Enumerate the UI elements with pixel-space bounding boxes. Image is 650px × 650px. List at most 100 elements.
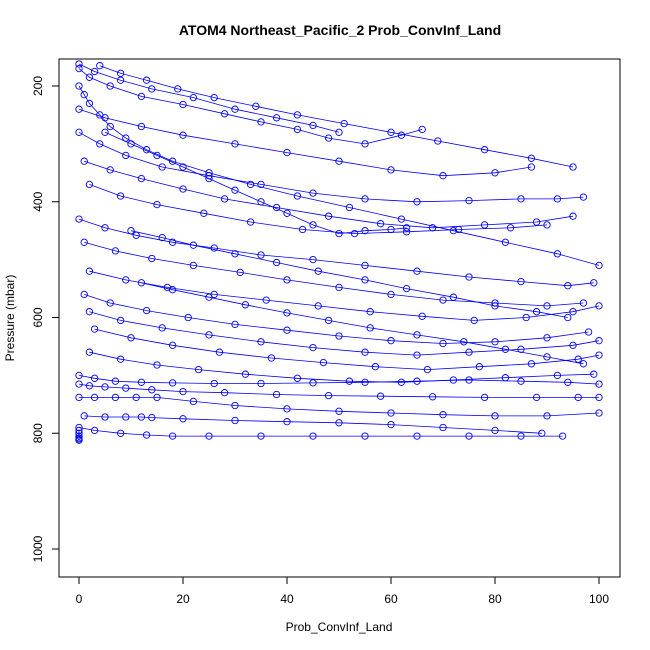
data-point <box>361 276 369 284</box>
data-point <box>189 93 198 102</box>
data-point <box>75 436 83 444</box>
data-point <box>179 163 187 171</box>
series-line <box>104 131 407 235</box>
data-point <box>564 378 572 386</box>
data-point <box>449 227 458 235</box>
series-19 <box>75 426 83 444</box>
data-point <box>335 407 343 415</box>
series-line <box>141 282 584 365</box>
data-point <box>283 418 291 426</box>
data-point <box>174 85 182 93</box>
data-point <box>387 290 395 299</box>
series-9 <box>85 267 603 325</box>
data-point <box>148 85 156 93</box>
series-line <box>78 427 563 437</box>
data-point <box>517 195 525 203</box>
series-line <box>78 63 340 133</box>
series-17 <box>80 412 546 437</box>
data-point <box>465 432 473 440</box>
data-point <box>543 353 551 361</box>
data-point <box>111 393 120 402</box>
data-point <box>434 137 442 145</box>
data-point <box>189 261 198 270</box>
data-point <box>309 343 317 352</box>
data-point <box>569 212 577 220</box>
data-point <box>371 363 380 371</box>
data-point <box>142 431 151 439</box>
data-point <box>413 377 421 385</box>
data-point <box>491 338 499 346</box>
data-point <box>309 121 317 130</box>
data-point <box>158 324 166 332</box>
data-point <box>413 432 421 440</box>
data-point <box>361 348 369 356</box>
data-point <box>75 380 83 388</box>
data-point <box>418 125 426 134</box>
data-point <box>402 284 411 293</box>
data-point <box>127 227 135 235</box>
data-point <box>569 308 577 316</box>
data-point <box>345 203 354 212</box>
data-point <box>257 338 265 346</box>
data-point <box>85 99 94 108</box>
data-point <box>200 209 208 217</box>
data-point <box>335 332 343 340</box>
series-16 <box>75 393 603 420</box>
data-point <box>335 283 343 292</box>
series-line <box>84 241 584 307</box>
x-tick-label: 60 <box>384 592 398 606</box>
data-point <box>116 69 125 77</box>
data-point <box>205 331 213 339</box>
data-point <box>80 238 88 246</box>
data-point <box>205 169 213 177</box>
data-point <box>85 382 94 390</box>
data-point <box>80 91 88 99</box>
data-point <box>116 76 125 84</box>
series-line <box>89 351 594 383</box>
data-point <box>246 180 255 189</box>
data-point <box>283 209 291 217</box>
series-15 <box>75 380 603 402</box>
data-point <box>85 348 94 356</box>
data-point <box>106 82 114 90</box>
data-point <box>272 114 281 122</box>
data-point <box>205 293 213 301</box>
data-point <box>402 228 411 236</box>
series-23 <box>137 279 588 368</box>
data-point <box>116 192 125 200</box>
data-point <box>324 134 333 142</box>
data-point <box>366 308 374 316</box>
series-24 <box>96 62 577 171</box>
data-point <box>340 119 348 128</box>
data-point <box>158 233 166 242</box>
data-point <box>579 299 588 307</box>
data-point <box>194 365 203 374</box>
data-point <box>111 377 120 385</box>
series-line <box>78 108 532 177</box>
y-tick-label: 200 <box>31 76 45 96</box>
data-point <box>387 337 395 345</box>
data-point <box>532 308 541 316</box>
data-point <box>418 312 426 320</box>
data-point <box>90 426 99 435</box>
chart-title: ATOM4 Northeast_Pacific_2 Prob_ConvInf_L… <box>179 22 501 38</box>
data-point <box>298 225 307 234</box>
data-point <box>267 354 276 362</box>
data-point <box>413 198 421 206</box>
data-point <box>148 254 156 263</box>
data-point <box>293 125 302 134</box>
data-point <box>439 339 447 348</box>
data-point <box>350 229 359 238</box>
data-point <box>75 64 83 73</box>
data-point <box>532 393 541 402</box>
data-point <box>293 374 302 382</box>
series-4 <box>75 128 588 206</box>
series-7 <box>75 215 598 290</box>
data-point <box>272 258 281 267</box>
data-point <box>116 355 125 363</box>
data-point <box>569 163 577 171</box>
y-tick-label: 600 <box>31 307 45 327</box>
series-line <box>84 294 589 344</box>
data-point <box>137 378 146 386</box>
data-point <box>257 198 265 206</box>
